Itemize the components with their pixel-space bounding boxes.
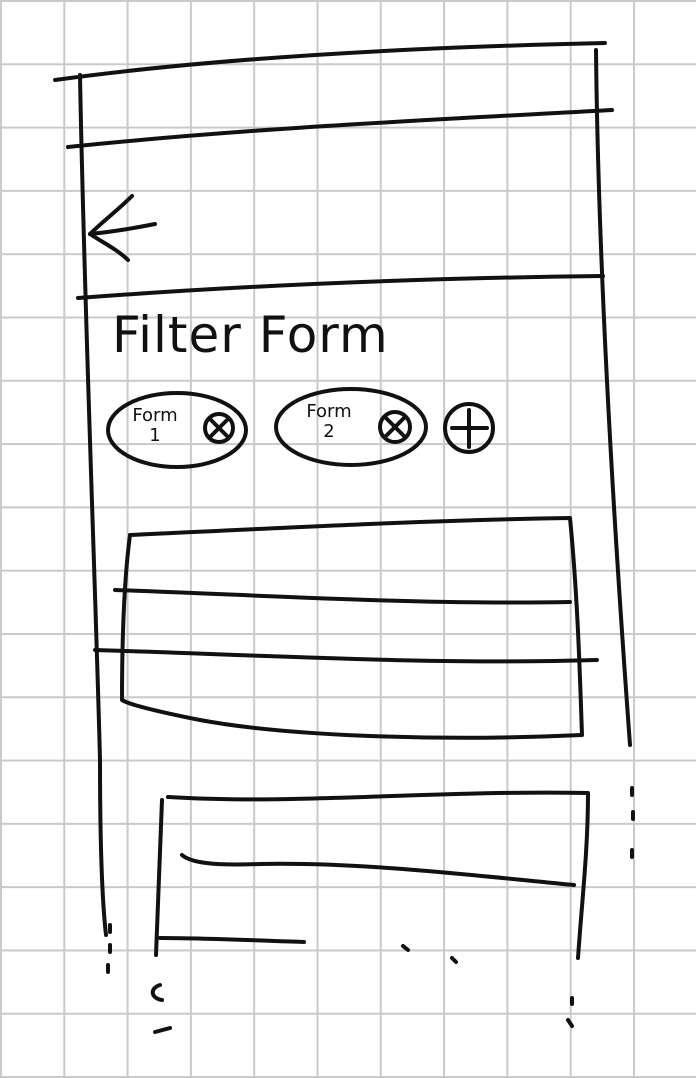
- form-row-1[interactable]: [128, 530, 573, 592]
- phone-frame-right-edge: [594, 48, 632, 747]
- filter-chip-1-outline: [106, 391, 248, 469]
- page-title: Filter Form: [112, 306, 389, 364]
- phone-frame-top-edge: [53, 41, 607, 82]
- lower-card-inner-line: [180, 853, 576, 887]
- lower-card-outline: [166, 790, 590, 960]
- header-bottom-divider: [76, 274, 605, 300]
- form-box-outline: [120, 516, 584, 740]
- add-filter-button[interactable]: [443, 402, 495, 454]
- form-row-divider-2: [93, 648, 599, 664]
- back-arrow-icon: [88, 194, 157, 262]
- remove-chip-1-button[interactable]: [200, 409, 238, 447]
- filter-chip-1-label: Form 1: [132, 405, 178, 446]
- circled-x-icon: [203, 412, 235, 444]
- phone-frame-left-edge: [78, 73, 108, 937]
- circled-x-icon: [378, 410, 412, 444]
- lower-card-left-edge: [154, 798, 164, 957]
- header-top-divider: [66, 108, 614, 149]
- filter-chip-2-label: Form 2: [306, 401, 352, 442]
- circled-plus-icon: [443, 402, 495, 454]
- continuation-marks: [106, 786, 635, 1034]
- remove-chip-2-button[interactable]: [376, 408, 414, 446]
- lower-card-short-line: [158, 936, 306, 944]
- filter-chip-2-outline: [274, 387, 428, 467]
- form-row-3[interactable]: [128, 660, 573, 730]
- lower-card[interactable]: [160, 797, 585, 957]
- form-row-divider-1: [113, 588, 572, 605]
- back-button[interactable]: [82, 188, 164, 270]
- form-row-2[interactable]: [128, 596, 573, 654]
